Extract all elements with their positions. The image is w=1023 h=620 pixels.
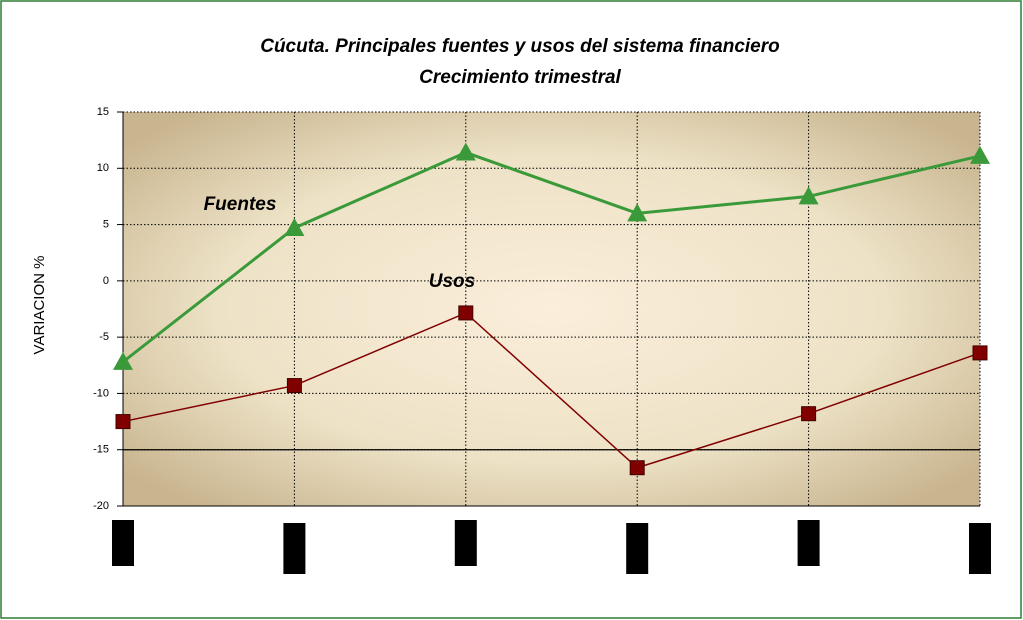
redacted-category-label [454, 520, 477, 566]
y-tick-label: 5 [103, 218, 109, 230]
y-tick-label: -5 [99, 331, 109, 343]
marker [286, 378, 302, 394]
marker [629, 460, 645, 476]
y-tick-label: 15 [97, 106, 109, 118]
marker [113, 351, 133, 370]
marker [455, 142, 476, 161]
y-tick-label: -10 [93, 387, 109, 399]
y-axis-label: VARIACION % [31, 256, 48, 355]
marker [972, 345, 988, 361]
marker [284, 217, 305, 236]
y-tick-label: 0 [103, 275, 109, 287]
redacted-category-label [969, 523, 991, 574]
plot-area [123, 112, 980, 506]
series-line [122, 150, 981, 364]
marker [798, 186, 819, 205]
chart-subtitle: Crecimiento trimestral [419, 67, 621, 88]
marker [627, 203, 648, 222]
marker [970, 145, 990, 164]
marker [801, 406, 817, 422]
y-tick-label: -15 [93, 444, 109, 456]
series-line [122, 312, 981, 469]
redacted-category-label [283, 523, 306, 574]
series-label: Usos [429, 271, 475, 292]
redacted-category-label [112, 520, 134, 566]
series-label: Fuentes [204, 194, 277, 215]
marker [458, 305, 474, 321]
marker [115, 414, 131, 430]
y-tick-label: 10 [97, 162, 109, 174]
chart-title: Cúcuta. Principales fuentes y usos del s… [260, 36, 780, 57]
y-tick-label: -20 [93, 500, 109, 512]
redacted-category-label [797, 520, 820, 566]
redacted-category-label [626, 523, 649, 574]
